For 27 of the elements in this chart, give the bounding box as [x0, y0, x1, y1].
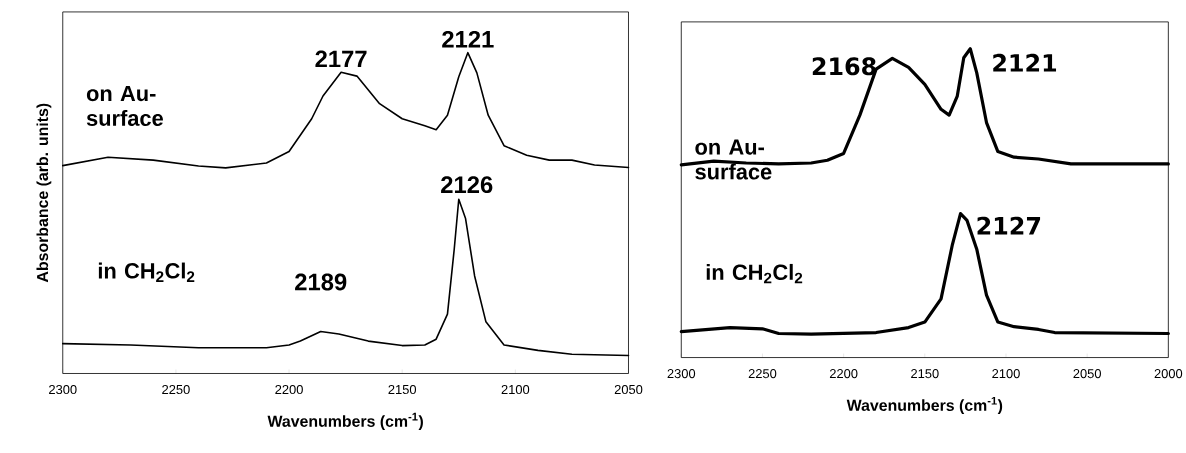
x-tick-label: 2250 [748, 368, 777, 379]
x-tick-label: 2200 [275, 384, 303, 395]
x-tick-label: 2250 [162, 384, 190, 395]
annotation: 2177 [315, 50, 367, 67]
x-tick-label: 2200 [829, 368, 858, 379]
x-tick-label: 2300 [49, 384, 77, 395]
x-tick-label: 2100 [501, 384, 530, 395]
x-tick-label: 2050 [1073, 368, 1101, 379]
x-axis-title: Wavenumbers (cm$^{-1}$) [267, 412, 423, 430]
x-tick-label: 2100 [992, 368, 1020, 379]
annotation: 2126 [441, 176, 493, 194]
annotation: 2121 [993, 53, 1057, 72]
x-tick-label: 2000 [1154, 368, 1183, 379]
y-axis-title: Absorbance (arb. units) [36, 103, 52, 283]
series-label: on Au-surface [86, 85, 163, 126]
x-tick-label: 2050 [614, 384, 643, 395]
series-label: on Au-surface [695, 139, 772, 180]
x-axis-title: Wavenumbers (cm$^{-1}$) [846, 396, 1003, 415]
annotation: 2127 [977, 216, 1041, 235]
x-tick-label: 2150 [911, 368, 939, 379]
annotation: 2121 [442, 30, 494, 48]
text: in CH$_{2}$Cl$_{2}$ [98, 262, 195, 282]
annotation: 2189 [295, 273, 347, 291]
x-tick-label: 2300 [667, 368, 696, 379]
annotation: 2168 [812, 57, 876, 76]
x-tick-label: 2150 [388, 384, 417, 395]
text: in CH$_{2}$Cl$_{2}$ [706, 263, 803, 284]
